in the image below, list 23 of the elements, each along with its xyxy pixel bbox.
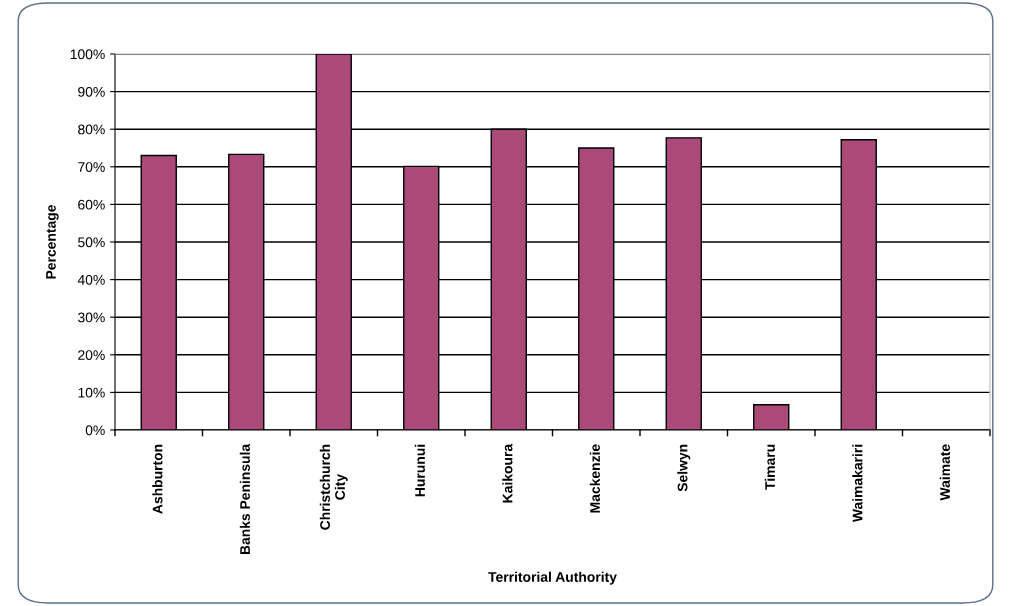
x-tick-label: Ashburton (152, 444, 163, 514)
y-tick-label: 30% (78, 312, 105, 323)
y-tick-label: 20% (78, 350, 105, 360)
x-tick-label: Waimakariri (852, 444, 863, 523)
x-tick-label: Hurunui (414, 444, 425, 497)
x-tick-label: Kaikoura (502, 443, 513, 503)
x-tick-label: Waimate (939, 444, 950, 501)
y-axis-title: Percentage (46, 205, 59, 279)
x-tick-label: Mackenzie (589, 444, 600, 513)
y-tick-label: 40% (77, 274, 105, 285)
y-tick-label: 10% (78, 387, 105, 398)
y-tick-label: 80% (78, 124, 105, 135)
y-tick-label: 100% (70, 49, 105, 60)
x-tick-label: Banks Peninsula (239, 443, 250, 555)
y-tick-label: 50% (78, 237, 105, 248)
x-axis-title: Territorial Authority (488, 571, 617, 585)
x-tick-label: Christchurch City (319, 444, 348, 530)
y-tick-label: 0% (85, 425, 105, 436)
x-tick-label: Timaru (764, 444, 775, 490)
y-tick-label: 90% (78, 86, 105, 97)
y-tick-label: 60% (78, 199, 105, 210)
x-tick-label: Selwyn (677, 444, 691, 492)
y-tick-label: 70% (78, 162, 105, 172)
